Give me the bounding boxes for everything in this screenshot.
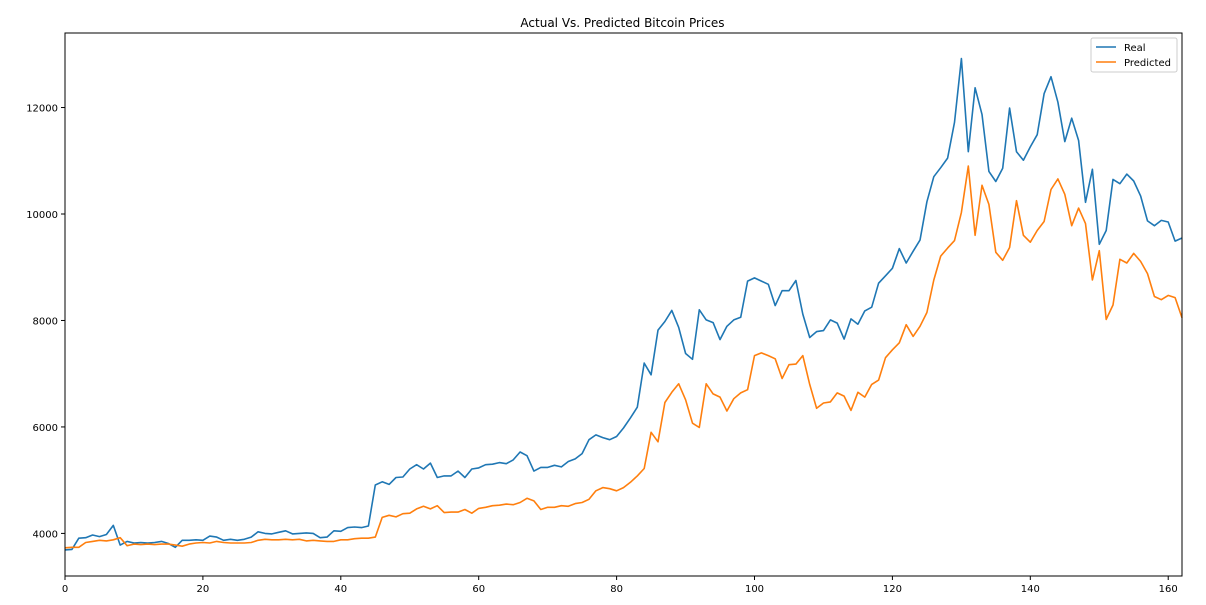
x-tick-label: 60 bbox=[472, 584, 485, 595]
y-tick-label: 8000 bbox=[33, 316, 58, 327]
x-tick-label: 40 bbox=[334, 584, 347, 595]
y-tick-label: 10000 bbox=[26, 210, 58, 221]
x-tick-label: 120 bbox=[883, 584, 902, 595]
y-axis: 4000 6000 8000 10000 12000 bbox=[26, 104, 65, 540]
x-tick-label: 80 bbox=[610, 584, 623, 595]
x-tick-label: 100 bbox=[745, 584, 764, 595]
y-tick-label: 4000 bbox=[33, 529, 58, 540]
chart-title: Actual Vs. Predicted Bitcoin Prices bbox=[520, 16, 724, 30]
x-tick-label: 140 bbox=[1021, 584, 1040, 595]
y-tick-label: 12000 bbox=[26, 104, 58, 115]
legend-label-real: Real bbox=[1124, 43, 1146, 54]
legend: Real Predicted bbox=[1090, 37, 1178, 73]
plot-area-frame bbox=[64, 32, 1183, 577]
series-line-real bbox=[64, 57, 1183, 551]
legend-label-predicted: Predicted bbox=[1124, 58, 1171, 69]
series-line-predicted bbox=[64, 165, 1183, 549]
x-axis: 0 20 40 60 80 100 120 140 160 bbox=[62, 576, 1178, 595]
series-layer bbox=[64, 57, 1183, 551]
x-tick-label: 20 bbox=[197, 584, 210, 595]
x-tick-label: 0 bbox=[62, 584, 68, 595]
y-tick-label: 6000 bbox=[33, 423, 58, 434]
x-tick-label: 160 bbox=[1159, 584, 1178, 595]
